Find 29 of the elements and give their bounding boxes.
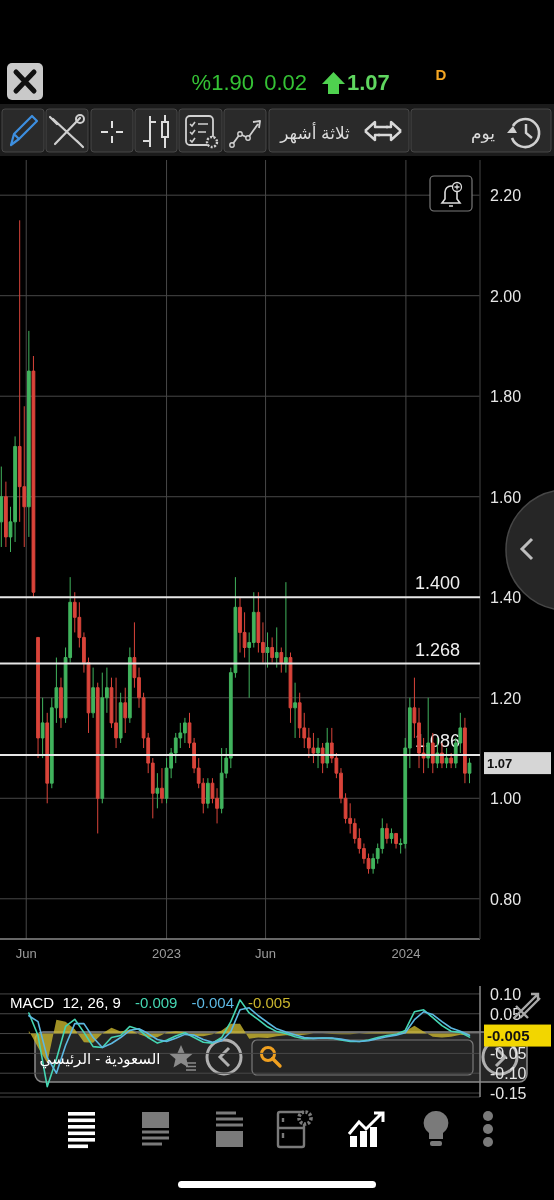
- ref-line-label: 1.268: [414, 639, 460, 660]
- y-tick-label: 0.80: [490, 890, 522, 908]
- text: MACD 12, 26, 9: [10, 994, 121, 1011]
- y-tick-label: 2.20: [490, 187, 522, 205]
- text: يوم: [470, 124, 496, 143]
- text: 1.07: [347, 70, 390, 95]
- x-tick-label: 2024: [391, 946, 421, 961]
- x-tick-label: 2023: [152, 946, 182, 961]
- price-tag: 1.07: [484, 752, 551, 775]
- text: %1.90: [191, 70, 254, 95]
- y-tick-label: 0.05: [490, 1005, 522, 1023]
- y-tick-label: 1.40: [490, 589, 522, 607]
- y-tick-label: 1.60: [490, 488, 522, 506]
- series-label: -0.009: [134, 994, 178, 1011]
- text: 0.02: [264, 70, 307, 95]
- y-tick-label: 0.10: [490, 985, 522, 1003]
- x-tick-label: Jun: [15, 946, 37, 961]
- series-label: -0.004: [191, 994, 234, 1011]
- y-tick-label: 2.00: [490, 287, 522, 305]
- y-tick-label: 1.00: [490, 790, 522, 808]
- y-tick-label: 1.20: [490, 689, 522, 707]
- text: ثلاثة أشهر: [279, 122, 351, 144]
- price-tag: -0.005: [484, 1024, 551, 1047]
- y-tick-label: -0.15: [490, 1085, 527, 1103]
- text: D: [435, 66, 447, 83]
- ref-line-label: 1.400: [414, 573, 460, 594]
- series-label: -0.005: [247, 994, 291, 1011]
- x-tick-label: Jun: [255, 946, 277, 961]
- y-tick-label: 1.80: [490, 388, 522, 406]
